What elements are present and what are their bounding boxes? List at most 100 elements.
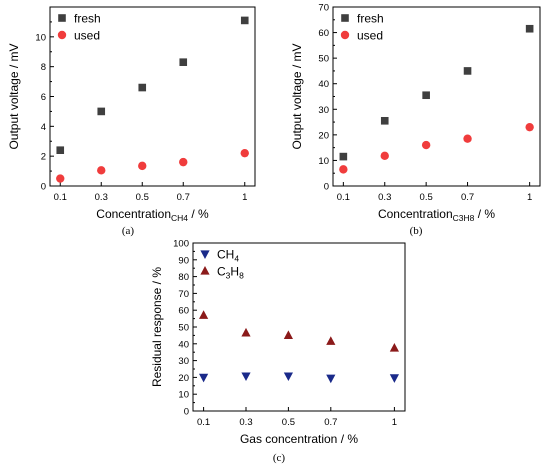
x-tick-label: 0.7 bbox=[324, 417, 337, 428]
data-point bbox=[463, 134, 472, 143]
data-point bbox=[326, 374, 336, 384]
data-point bbox=[525, 122, 534, 132]
x-tick-label: 0.5 bbox=[136, 192, 149, 203]
y-tick-label: 40 bbox=[178, 339, 189, 350]
x-tick-label: 0.3 bbox=[95, 192, 108, 203]
data-point bbox=[240, 148, 249, 158]
data-point bbox=[97, 166, 106, 175]
series-fresh bbox=[339, 24, 534, 161]
y-tick-label: 0 bbox=[184, 407, 189, 418]
x-tick-label: 0.1 bbox=[54, 192, 67, 203]
y-axis-label: Output voltage / mV bbox=[7, 43, 21, 149]
x-axis-label: ConcentrationC3H8 / % bbox=[378, 207, 495, 223]
legend-label-part: H bbox=[230, 265, 239, 279]
y-tick-label: 60 bbox=[178, 306, 189, 317]
series-fresh bbox=[56, 16, 249, 154]
data-point bbox=[56, 146, 65, 154]
data-point bbox=[138, 161, 147, 171]
data-point bbox=[525, 24, 534, 33]
data-point bbox=[179, 157, 188, 167]
y-tick-label: 50 bbox=[178, 323, 189, 334]
data-point bbox=[179, 58, 188, 66]
data-point bbox=[389, 343, 399, 352]
x-tick-label: 0.7 bbox=[461, 192, 474, 203]
chart-panel-b: 0 10 20 30 40 50 60 70 0.1 0.3 0.5 0.7 1 Concentratio… bbox=[290, 3, 541, 237]
y-tick-label: 70 bbox=[178, 289, 189, 300]
data-point bbox=[326, 336, 336, 345]
data-point bbox=[421, 140, 431, 150]
legend-label-part: C bbox=[217, 265, 226, 279]
x-axis-label-suffix: / % bbox=[474, 207, 495, 221]
legend-marker bbox=[200, 250, 210, 259]
series-ch4 bbox=[199, 372, 399, 384]
x-axis-label-main: Concentration bbox=[96, 207, 171, 221]
legend-label-subscript: 8 bbox=[239, 271, 244, 281]
data-point bbox=[422, 91, 430, 100]
y-tick-label: 80 bbox=[178, 272, 189, 283]
data-point bbox=[339, 152, 348, 161]
x-axis-label: ConcentrationCH4 / % bbox=[96, 207, 209, 223]
data-point bbox=[339, 165, 348, 174]
y-tick-label: 6 bbox=[41, 92, 46, 103]
series-c3h8 bbox=[199, 310, 399, 352]
legend-label: C3H8 bbox=[217, 265, 244, 281]
data-point bbox=[389, 374, 399, 383]
y-axis-label: Output voltage / mV bbox=[290, 43, 304, 149]
series-used bbox=[56, 148, 249, 183]
chart-panel-c: 0 10 20 30 40 50 60 70 80 90 100 0.1 0.3 0.5 0.7 1 Gas c… bbox=[150, 239, 406, 464]
x-tick-label: 0.1 bbox=[337, 192, 350, 203]
legend-label-subscript: 4 bbox=[234, 254, 239, 264]
x-axis-label: Gas concentration / % bbox=[240, 432, 358, 446]
data-point bbox=[56, 174, 65, 183]
legend-label: fresh bbox=[357, 12, 384, 26]
legend-label-part: CH bbox=[217, 248, 234, 262]
data-point bbox=[97, 107, 106, 116]
y-tick-label: 20 bbox=[318, 130, 329, 141]
legend-label: used bbox=[357, 29, 383, 43]
chart-panel-a: 0 2 4 6 8 10 0.1 0.3 0.5 0.7 1 ConcentrationCH4 / %… bbox=[7, 6, 256, 237]
y-tick-label: 2 bbox=[41, 152, 46, 163]
x-axis-label-main: Gas concentration / % bbox=[240, 432, 358, 446]
data-point bbox=[241, 372, 251, 382]
x-axis-label-suffix: / % bbox=[188, 207, 209, 221]
y-tick-label: 70 bbox=[318, 3, 329, 14]
panel-caption: (a) bbox=[122, 225, 135, 237]
data-point bbox=[241, 327, 251, 337]
data-point bbox=[199, 310, 209, 319]
y-tick-label: 10 bbox=[178, 390, 189, 401]
legend-label: used bbox=[74, 29, 100, 43]
legend-label: fresh bbox=[74, 12, 101, 26]
y-tick-label: 10 bbox=[318, 156, 329, 167]
x-tick-label: 0.1 bbox=[197, 417, 210, 428]
x-tick-label: 0.3 bbox=[378, 192, 391, 203]
legend-marker bbox=[58, 14, 66, 22]
y-tick-label: 20 bbox=[178, 373, 189, 384]
data-point bbox=[283, 372, 293, 382]
data-point bbox=[138, 83, 147, 92]
series-used bbox=[339, 122, 534, 174]
legend-marker bbox=[57, 30, 67, 40]
y-tick-label: 50 bbox=[318, 54, 329, 65]
x-tick-label: 0.5 bbox=[420, 192, 433, 203]
x-tick-label: 0.5 bbox=[282, 417, 295, 428]
data-point bbox=[380, 116, 389, 125]
legend-label: CH4 bbox=[217, 248, 239, 264]
y-tick-label: 30 bbox=[178, 356, 189, 367]
panel-caption: (c) bbox=[273, 452, 286, 464]
x-axis-label-subscript: CH4 bbox=[171, 213, 188, 223]
y-tick-label: 10 bbox=[35, 32, 46, 43]
y-tick-label: 8 bbox=[41, 62, 46, 73]
x-tick-label: 1 bbox=[242, 192, 247, 203]
legend-marker bbox=[341, 14, 349, 22]
legend-label-subscript: 3 bbox=[226, 271, 231, 281]
data-point bbox=[380, 151, 389, 161]
x-axis-label-main: Concentration bbox=[378, 207, 453, 221]
y-tick-label: 0 bbox=[41, 182, 46, 193]
y-axis-label: Residual response / % bbox=[150, 267, 164, 387]
data-point bbox=[463, 67, 472, 75]
y-tick-label: 30 bbox=[318, 105, 329, 116]
x-tick-label: 0.7 bbox=[177, 192, 190, 203]
data-point bbox=[199, 373, 209, 383]
x-axis-label-subscript: C3H8 bbox=[453, 213, 475, 223]
